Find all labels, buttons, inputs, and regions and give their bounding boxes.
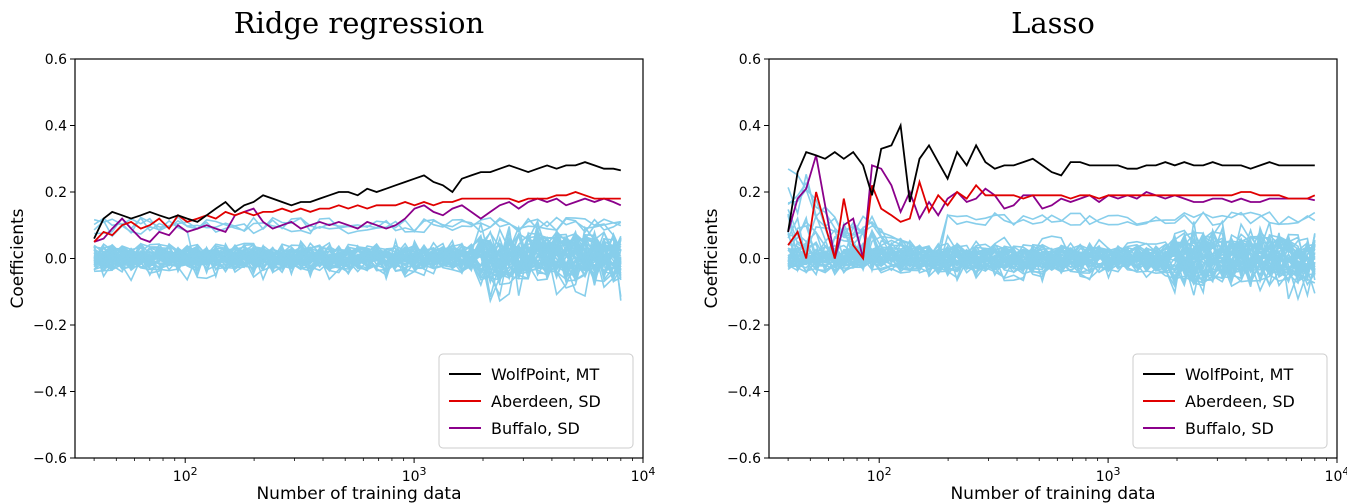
series-line-1 — [787, 122, 1315, 233]
legend-label: Buffalo, SD — [1185, 419, 1274, 438]
series-line-2 — [787, 178, 1316, 261]
x-axis-label: Number of training data — [256, 484, 461, 503]
series-line-2 — [93, 191, 621, 243]
legend-label: WolfPoint, MT — [491, 365, 599, 384]
background-series-line — [93, 238, 622, 280]
chart-panel-2: Lasso −0.6 −0.4 −0.2 0.0 0.2 0.4 0.6 102 103 104 Nu… — [702, 6, 1347, 503]
series-line-3 — [93, 197, 622, 243]
legend-box — [1132, 353, 1328, 449]
plot-lines — [93, 161, 622, 304]
x-tick-label: 103 — [402, 465, 427, 485]
legend-label: WolfPoint, MT — [1185, 365, 1293, 384]
y-tick-label: −0.6 — [727, 451, 761, 467]
background-series-line — [93, 235, 622, 278]
y-tick-label: −0.6 — [33, 451, 67, 467]
background-series-line — [787, 188, 1316, 277]
y-axis-label: Coefficients — [8, 208, 28, 308]
legend-label: Aberdeen, SD — [1185, 392, 1295, 411]
y-tick-label: 0.4 — [739, 119, 761, 135]
y-tick-label: 0.6 — [739, 52, 761, 68]
background-series-line — [93, 242, 622, 281]
x-tick-label: 103 — [1096, 465, 1121, 485]
legend: WolfPoint, MT Aberdeen, SD Buffalo, SD — [438, 353, 634, 449]
background-series-line — [93, 229, 622, 275]
x-tick-label: 102 — [867, 465, 892, 485]
x-tick-label: 102 — [173, 465, 198, 485]
background-series-line — [787, 241, 1316, 285]
x-tick-label: 104 — [1325, 465, 1347, 485]
legend-box — [438, 353, 634, 449]
y-tick-label: 0.0 — [739, 252, 761, 268]
plot-lines — [787, 122, 1316, 302]
background-series-line — [93, 233, 622, 276]
y-tick-label: −0.4 — [727, 385, 761, 401]
background-series-line — [93, 232, 622, 280]
y-tick-label: −0.4 — [33, 385, 67, 401]
y-tick-label: 0.2 — [45, 185, 67, 201]
series-line-1 — [93, 161, 622, 239]
y-tick-label: −0.2 — [33, 318, 67, 334]
y-tick-label: 0.6 — [45, 52, 67, 68]
background-series-line — [787, 240, 1316, 274]
y-tick-label: 0.2 — [739, 185, 761, 201]
legend: WolfPoint, MT Aberdeen, SD Buffalo, SD — [1132, 353, 1328, 449]
legend-label: Buffalo, SD — [491, 419, 580, 438]
background-series-line — [787, 229, 1316, 277]
x-axis-label: Number of training data — [950, 484, 1155, 503]
chart-panel-1: Ridge regression −0.6 −0.4 −0.2 0.0 0.2 0.4 0.6… — [8, 6, 655, 503]
y-tick-label: 0.4 — [45, 119, 67, 135]
chart-title: Ridge regression — [234, 6, 484, 40]
x-tick-label: 104 — [631, 465, 656, 485]
legend-label: Aberdeen, SD — [491, 392, 601, 411]
y-tick-label: −0.2 — [727, 318, 761, 334]
y-axis-label: Coefficients — [702, 208, 722, 308]
background-series-line — [787, 240, 1316, 286]
series-line-3 — [787, 155, 1316, 259]
chart-title: Lasso — [1011, 6, 1095, 40]
y-tick-label: 0.0 — [45, 252, 67, 268]
